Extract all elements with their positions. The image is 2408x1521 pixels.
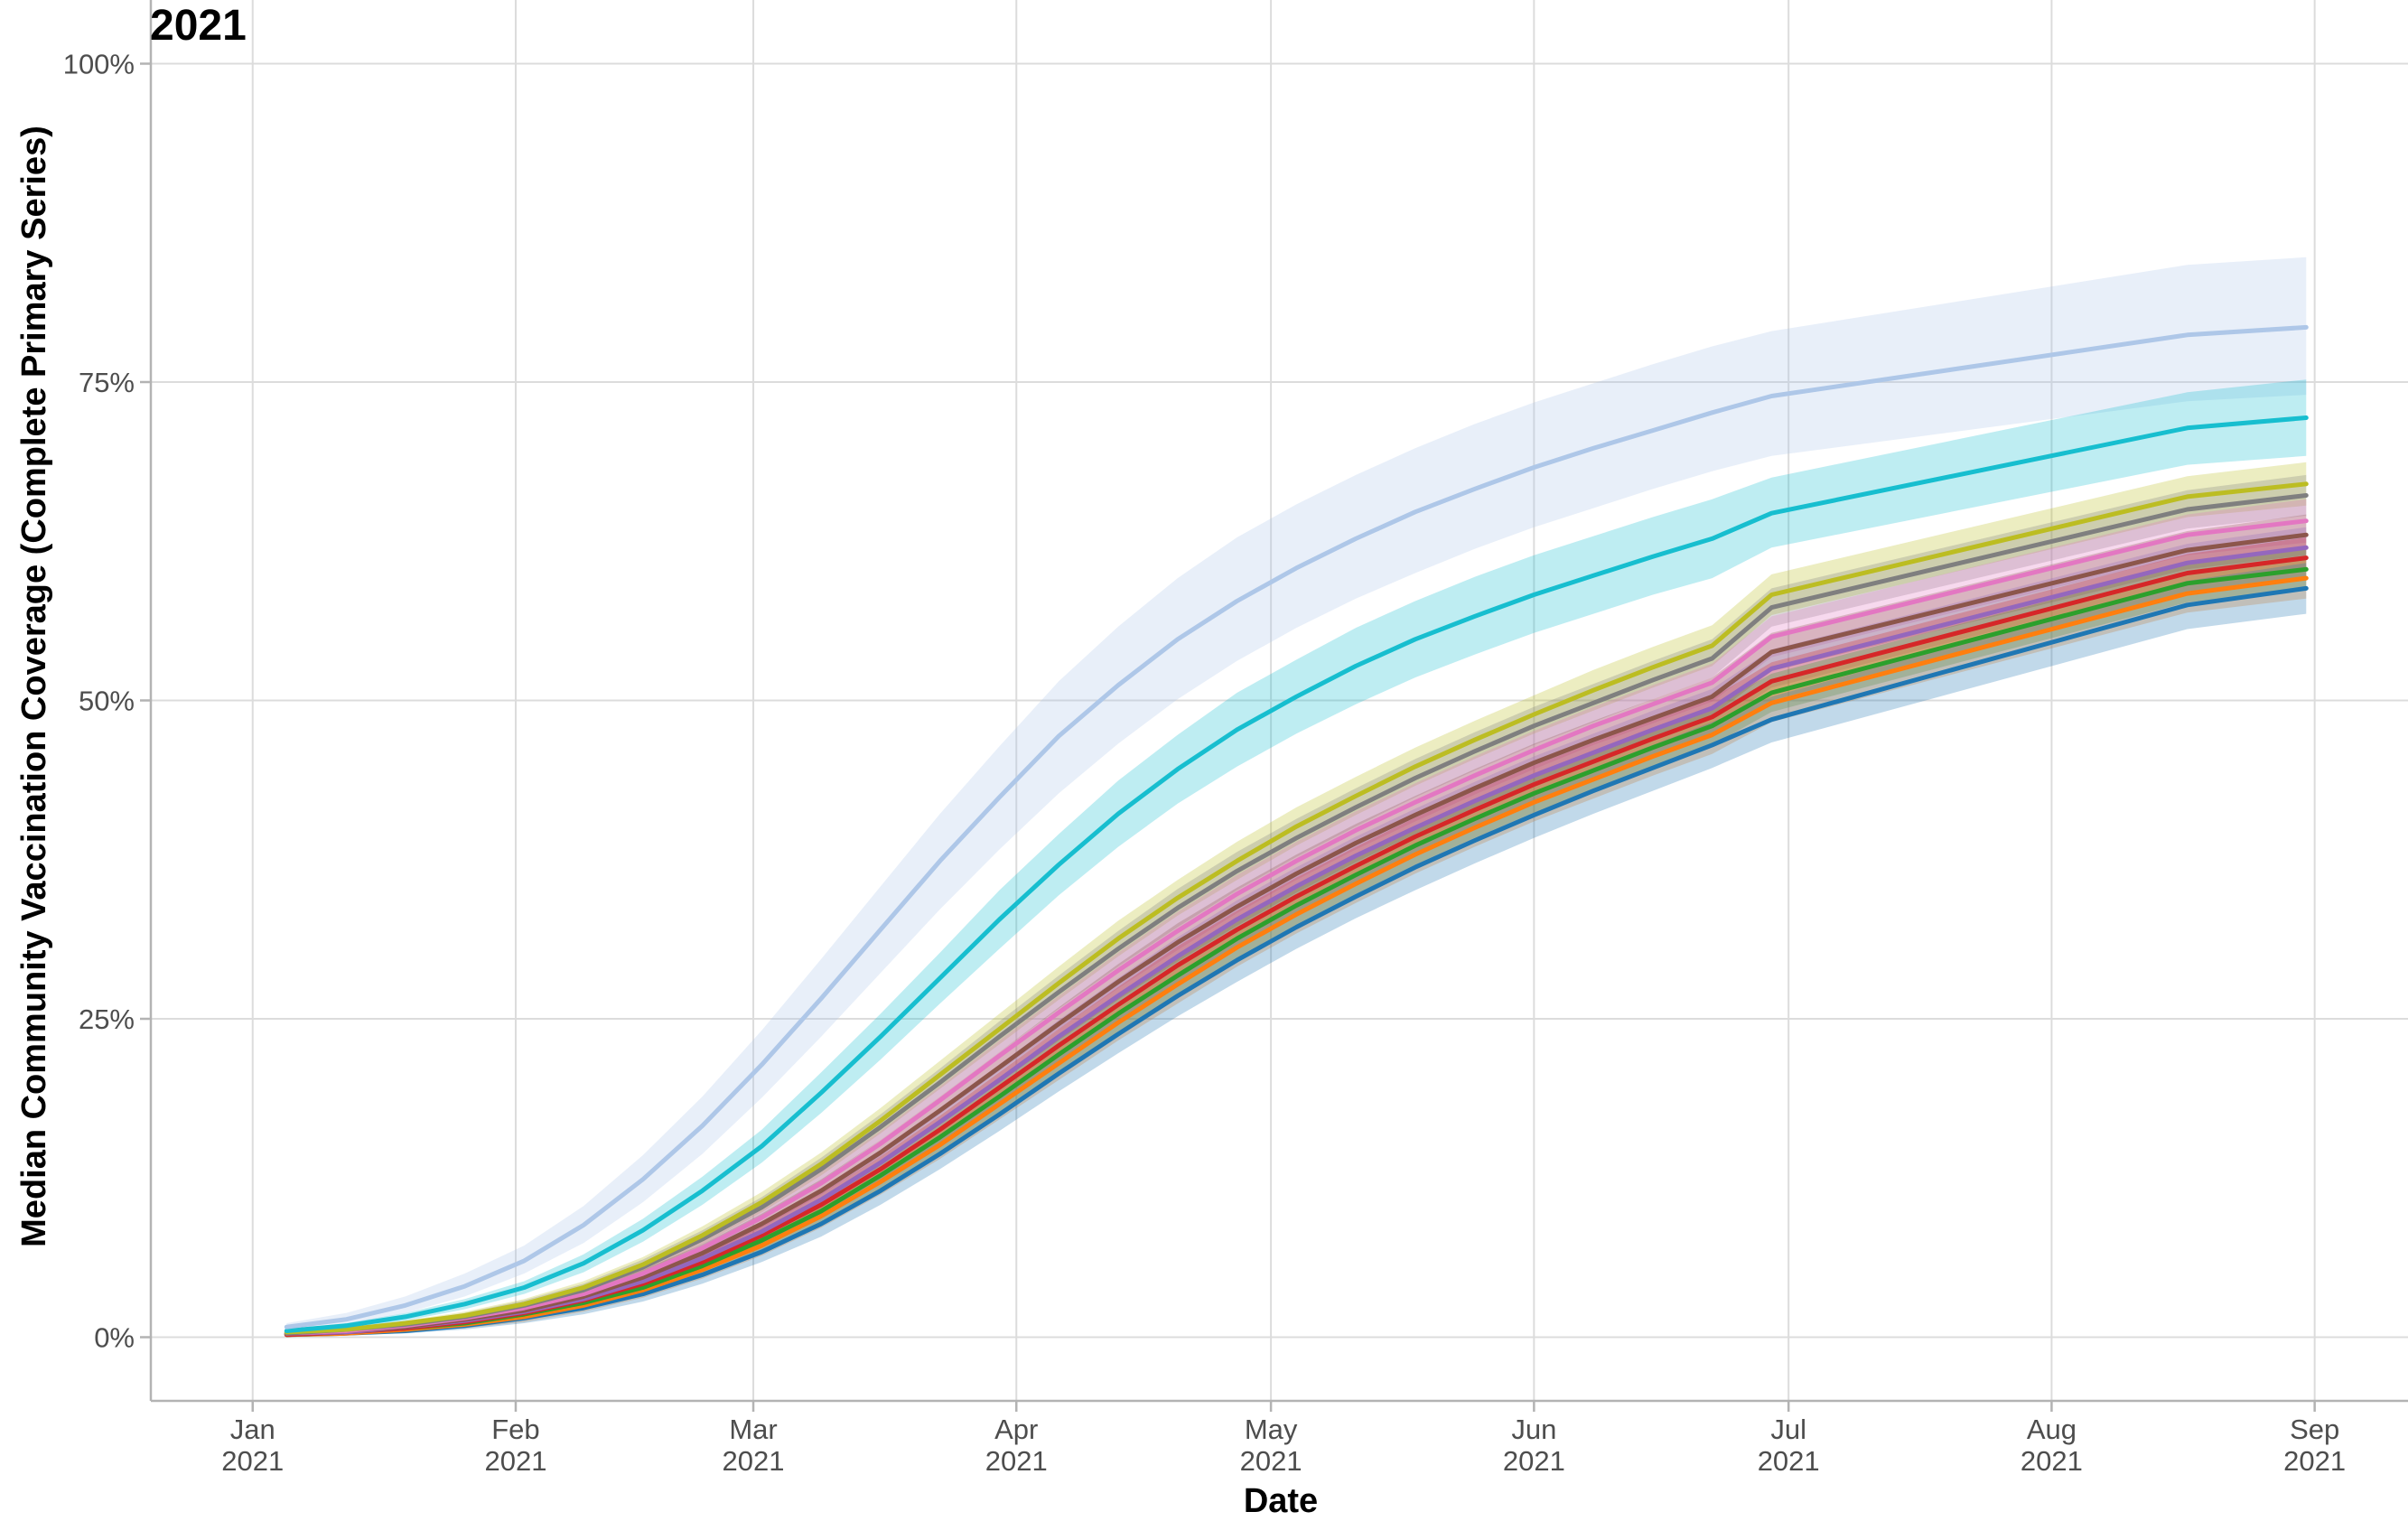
x-tick-label-month: Aug	[2027, 1414, 2077, 1445]
x-tick-label-month: Apr	[994, 1414, 1038, 1445]
axes: 0%25%50%75%100%Jan2021Feb2021Mar2021Apr2…	[63, 0, 2408, 1477]
series-line-9	[284, 575, 2309, 1338]
x-tick-label-month: Jan	[230, 1414, 275, 1445]
x-tick-label-year: 2021	[1503, 1445, 1565, 1477]
grid-layer	[151, 0, 2408, 1401]
x-tick-label-month: Mar	[729, 1414, 777, 1445]
series-line-2	[284, 481, 2309, 1335]
series-band-1	[286, 379, 2307, 1332]
x-tick-label-month: Jul	[1770, 1414, 1806, 1445]
series-line-1	[284, 415, 2309, 1333]
y-tick-label: 75%	[79, 367, 135, 398]
x-tick-label-year: 2021	[1758, 1445, 1820, 1477]
chart-title: 2021	[150, 2, 247, 50]
y-tick-label: 100%	[63, 49, 135, 80]
x-tick-label-month: Jun	[1511, 1414, 1556, 1445]
x-tick-label-year: 2021	[2283, 1445, 2346, 1477]
y-tick-label: 0%	[94, 1322, 135, 1354]
x-tick-label-year: 2021	[484, 1445, 546, 1477]
y-tick-label: 25%	[79, 1003, 135, 1035]
x-tick-label-month: Feb	[491, 1414, 539, 1445]
series-line-5	[284, 532, 2309, 1336]
x-tick-label-month: Sep	[2290, 1414, 2339, 1445]
x-tick-label-year: 2021	[2021, 1445, 2083, 1477]
x-tick-label-month: May	[1245, 1414, 1298, 1445]
series-line-4	[284, 518, 2309, 1336]
x-tick-label-year: 2021	[1240, 1445, 1302, 1477]
y-axis-title: Median Community Vaccination Coverage (C…	[15, 126, 53, 1247]
series-line-0	[284, 324, 2309, 1330]
x-tick-label-year: 2021	[985, 1445, 1048, 1477]
y-tick-label: 50%	[79, 686, 135, 717]
confidence-bands	[286, 257, 2307, 1337]
series-band-10	[286, 563, 2307, 1337]
x-tick-label-year: 2021	[723, 1445, 785, 1477]
series-band-0	[286, 257, 2307, 1331]
x-tick-label-year: 2021	[221, 1445, 284, 1477]
x-axis-title: Date	[1244, 1482, 1318, 1520]
series-lines	[284, 324, 2309, 1338]
